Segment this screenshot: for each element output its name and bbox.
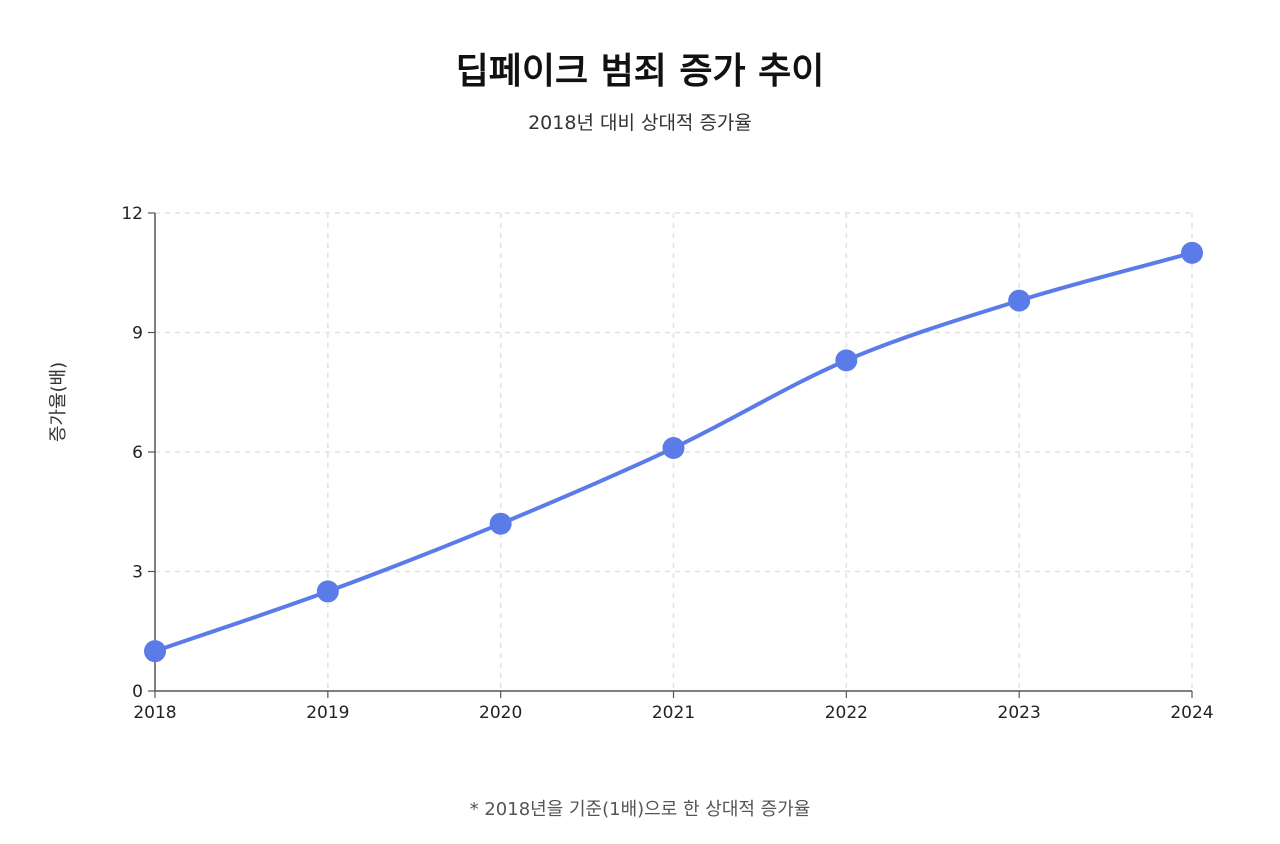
x-tick-label: 2022 bbox=[825, 703, 868, 723]
x-tick-label: 2019 bbox=[306, 703, 349, 723]
y-tick-label: 3 bbox=[132, 563, 143, 583]
data-point bbox=[835, 349, 858, 372]
data-point bbox=[662, 437, 685, 460]
y-tick-label: 9 bbox=[132, 324, 143, 344]
data-point bbox=[316, 580, 339, 603]
x-tick-label: 2018 bbox=[133, 703, 176, 723]
data-point bbox=[1181, 241, 1203, 264]
y-tick-label: 6 bbox=[132, 443, 143, 463]
axes: 0 3 6 9 12 2018 2019 2020 2021 2022 2023 2024 bbox=[121, 204, 1213, 723]
y-axis-title: 증가율(배) bbox=[48, 362, 69, 442]
grid bbox=[155, 212, 1193, 691]
data-point bbox=[489, 512, 512, 535]
chart-subtitle: 2018년 대비 상대적 증가율 bbox=[528, 112, 752, 134]
y-tick-label: 0 bbox=[132, 682, 143, 702]
x-tick-label: 2021 bbox=[652, 703, 695, 723]
y-tick-label: 12 bbox=[121, 204, 143, 224]
x-tick-label: 2024 bbox=[1170, 703, 1213, 723]
chart-footnote: * 2018년을 기준(1배)으로 한 상대적 증가율 bbox=[469, 799, 811, 820]
chart-title: 딥페이크 범죄 증가 추이 bbox=[455, 51, 825, 92]
data-point bbox=[1008, 289, 1031, 312]
data-point bbox=[144, 640, 166, 663]
x-tick-label: 2020 bbox=[479, 703, 522, 723]
series bbox=[144, 241, 1203, 663]
x-tick-label: 2023 bbox=[998, 703, 1041, 723]
